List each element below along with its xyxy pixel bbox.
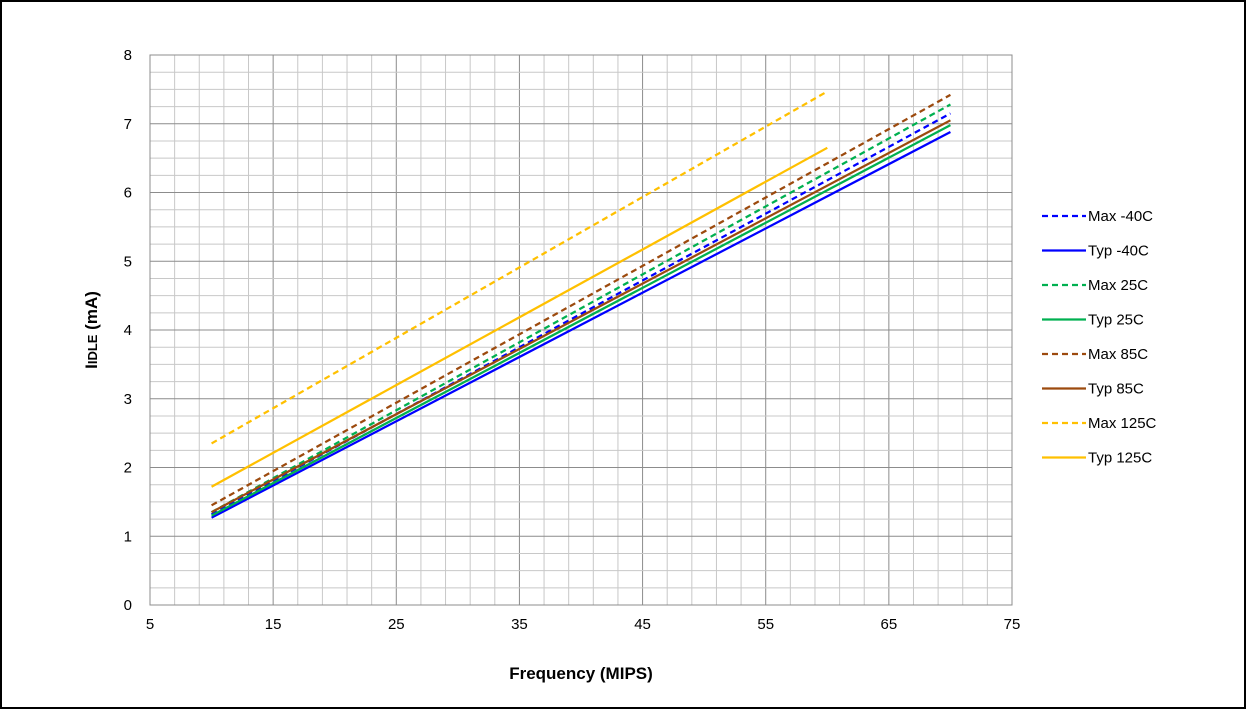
x-tick-label: 55 [757,616,774,633]
x-tick-label: 35 [511,616,528,633]
y-tick-label: 6 [124,185,132,202]
y-axis-label: IIDLE (mA) [82,291,101,369]
x-tick-label: 15 [265,616,282,633]
y-axis-label-main: I [82,364,101,369]
legend-label: Typ 85C [1088,381,1144,398]
series-line [211,103,951,514]
series-line [211,146,828,488]
plot-area-border [149,54,1013,606]
legend-label: Max 85C [1088,346,1148,363]
y-tick-label: 0 [124,597,132,614]
legend-label: Typ 25C [1088,312,1144,329]
x-axis-label: Frequency (MIPS) [509,664,653,683]
legend-label: Typ 125C [1088,450,1152,467]
series-line [211,124,951,517]
legend-label: Max 25C [1088,277,1148,294]
series-line [211,119,951,514]
x-tick-label: 25 [388,616,405,633]
x-tick-label: 45 [634,616,651,633]
legend-label: Typ -40C [1088,243,1149,260]
y-tick-label: 8 [124,47,132,64]
y-tick-label: 4 [124,322,132,339]
series-line [211,90,828,445]
y-tick-label: 3 [124,391,132,408]
y-tick-label: 2 [124,460,132,477]
series-line [211,131,951,519]
series-line [211,93,951,507]
x-tick-label: 5 [146,616,154,633]
legend-label: Max 125C [1088,415,1157,432]
grid [149,54,1013,606]
x-tick-label: 65 [881,616,898,633]
y-tick-labels: 0 1 2 3 4 5 6 7 8 [124,47,132,614]
legend-label: Max -40C [1088,208,1153,225]
y-tick-label: 1 [124,528,132,545]
x-tick-labels: 5 15 25 35 45 55 65 75 [146,616,1021,633]
series-lines [211,90,951,519]
y-axis-label-unit: (mA) [82,291,101,334]
x-tick-label: 75 [1004,616,1021,633]
y-tick-label: 7 [124,116,132,133]
y-tick-label: 5 [124,253,132,270]
legend: Max -40C Typ -40C Max 25C Typ 25C Max 85C Typ… [1042,208,1157,467]
y-axis-label-sub: IDLE [85,334,100,364]
